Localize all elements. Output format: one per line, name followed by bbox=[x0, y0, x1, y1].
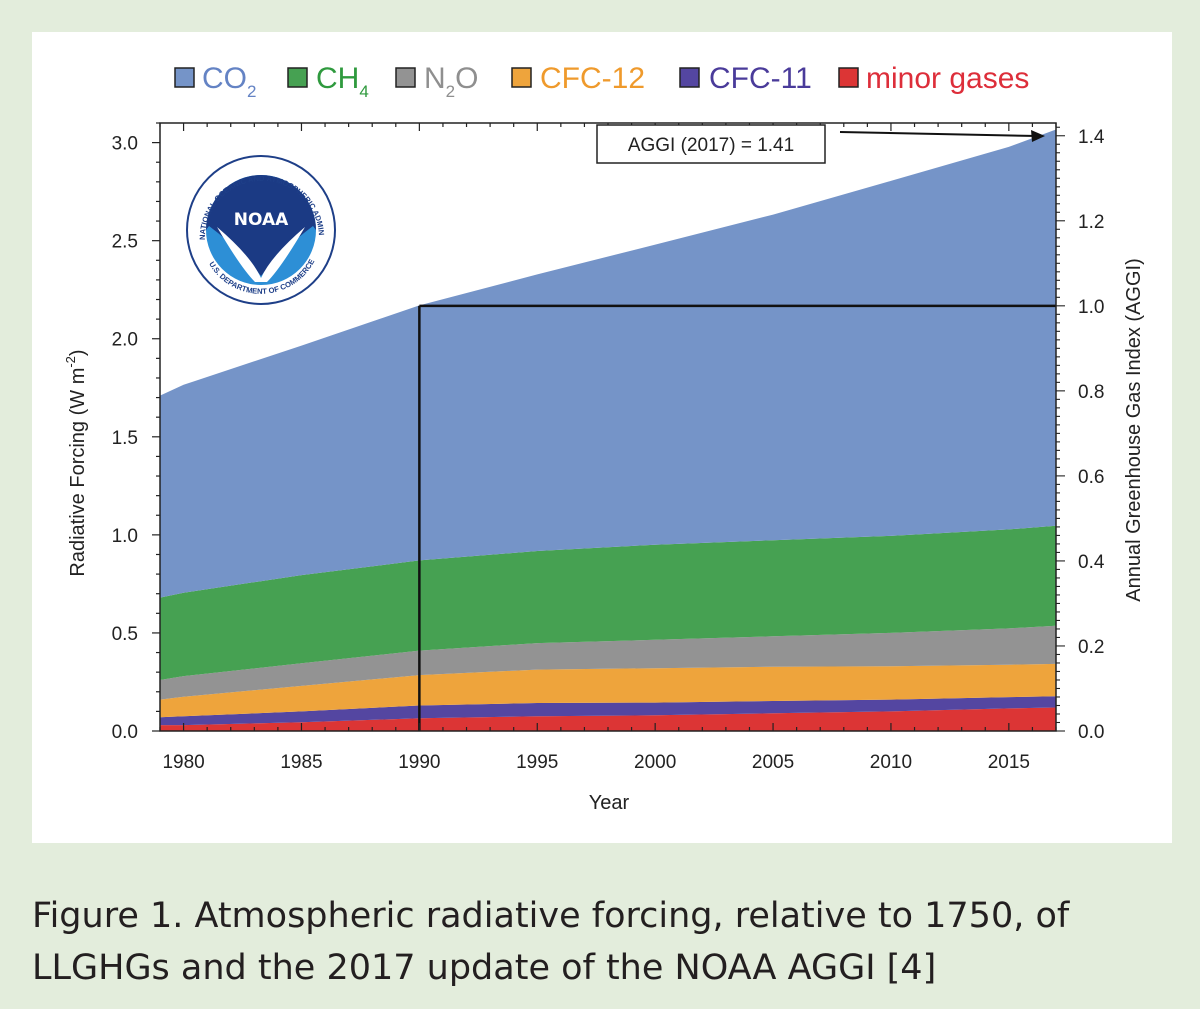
aggi-chart: 1980 1985 1990 1995 2000 2005 2010 2015 0.0 0.5 1.… bbox=[63, 62, 1145, 814]
y-tick-label: 2.5 bbox=[112, 232, 138, 253]
legend-label-n2o: N2O bbox=[424, 62, 478, 101]
aggi-annotation: AGGI (2017) = 1.41 bbox=[596, 124, 1045, 164]
legend-item-cfc12: CFC-12 bbox=[511, 62, 645, 95]
annotation-text: AGGI (2017) = 1.41 bbox=[628, 135, 794, 156]
logo-dark-top bbox=[206, 175, 316, 276]
legend-item-cfc11: CFC-11 bbox=[679, 62, 812, 95]
x-tick-label: 2015 bbox=[988, 752, 1030, 773]
legend-swatch-cfc11 bbox=[679, 67, 700, 88]
logo-noaa-text: NOAA bbox=[234, 210, 289, 230]
y2-tick-label: 0.2 bbox=[1078, 637, 1104, 658]
annotation-arrow-line bbox=[839, 131, 1038, 137]
legend-swatch-ch4 bbox=[287, 67, 308, 88]
x-tick-label: 1995 bbox=[516, 752, 558, 773]
annotation-box bbox=[596, 124, 826, 164]
legend-item-ch4: CH4 bbox=[287, 62, 369, 101]
legend-item-minor: minor gases bbox=[838, 62, 1029, 95]
y-tick-label: 0.0 bbox=[112, 722, 138, 743]
legend-item-co2: CO2 bbox=[174, 62, 256, 101]
axis-tick-labels: 1980 1985 1990 1995 2000 2005 2010 2015 0.0 0.5 1.… bbox=[112, 127, 1105, 773]
figure-panel: 1980 1985 1990 1995 2000 2005 2010 2015 0.0 0.5 1.… bbox=[32, 32, 1172, 843]
legend-label-n2o-tail: O bbox=[455, 62, 478, 95]
legend-item-n2o: N2O bbox=[395, 62, 478, 101]
aggi-1990-reference bbox=[418, 304, 1056, 731]
legend-label-cfc12: CFC-12 bbox=[540, 62, 645, 95]
caption-line-2: LLGHGs and the 2017 update of the NOAA A… bbox=[32, 948, 937, 988]
legend-label-ch4-sub: 4 bbox=[359, 82, 368, 101]
y-axis-label-exp: -2 bbox=[63, 356, 78, 368]
y-tick-label: 1.5 bbox=[112, 428, 138, 449]
annotation-arrow-head bbox=[1031, 130, 1045, 142]
y2-tick-label: 0.8 bbox=[1078, 382, 1104, 403]
x-tick-label: 2005 bbox=[752, 752, 794, 773]
y2-tick-label: 0.0 bbox=[1078, 722, 1104, 743]
figure-caption: Figure 1. Atmospheric radiative forcing,… bbox=[32, 890, 1182, 994]
area-cfc-12 bbox=[160, 663, 1056, 718]
x-tick-label: 1980 bbox=[162, 752, 204, 773]
area-n2o bbox=[160, 625, 1056, 700]
y2-tick-label: 0.6 bbox=[1078, 467, 1104, 488]
y2-tick-label: 1.0 bbox=[1078, 297, 1104, 318]
legend-label-co2-main: CO bbox=[202, 62, 247, 95]
x-axis-label: Year bbox=[589, 792, 630, 814]
area-minor bbox=[160, 707, 1056, 731]
legend-label-co2-sub: 2 bbox=[247, 82, 256, 101]
y-tick-label: 3.0 bbox=[112, 134, 138, 155]
area-cfc-11 bbox=[160, 696, 1056, 726]
area-co2 bbox=[160, 129, 1056, 598]
y-tick-label: 0.5 bbox=[112, 624, 138, 645]
axis-ticks bbox=[152, 122, 1065, 732]
legend-label-ch4-main: CH bbox=[316, 62, 359, 95]
legend-label-minor: minor gases bbox=[866, 62, 1029, 95]
legend-swatch-co2 bbox=[174, 67, 195, 88]
legend-label-n2o-sub: 2 bbox=[446, 82, 455, 101]
y2-tick-label: 1.2 bbox=[1078, 212, 1104, 233]
legend-swatch-cfc12 bbox=[511, 67, 532, 88]
x-tick-label: 2000 bbox=[634, 752, 676, 773]
caption-line-1: Figure 1. Atmospheric radiative forcing,… bbox=[32, 896, 1070, 936]
legend-label-n2o-main: N bbox=[424, 62, 446, 95]
legend-swatch-minor bbox=[838, 67, 859, 88]
x-tick-label: 2010 bbox=[870, 752, 912, 773]
seagull-icon bbox=[217, 227, 305, 282]
legend-label-co2: CO2 bbox=[202, 62, 256, 101]
x-tick-label: 1985 bbox=[280, 752, 322, 773]
y-tick-label: 2.0 bbox=[112, 330, 138, 351]
x-tick-label: 1990 bbox=[398, 752, 440, 773]
stacked-areas bbox=[160, 129, 1056, 731]
y2-tick-label: 1.4 bbox=[1078, 127, 1105, 148]
legend-label-ch4: CH4 bbox=[316, 62, 369, 101]
noaa-logo: NOAA NATIONAL OCEANIC AND ATMOSPHERIC AD… bbox=[186, 155, 336, 305]
y-axis-label-main: Radiative Forcing (W m bbox=[67, 368, 89, 577]
legend-swatch-n2o bbox=[395, 67, 416, 88]
area-ch4 bbox=[160, 525, 1056, 680]
legend: CO2 CH4 N2O CFC-12 CFC-11 minor gases bbox=[174, 62, 1029, 101]
y2-tick-label: 0.4 bbox=[1078, 552, 1105, 573]
y-axis-label: Radiative Forcing (W m-2) bbox=[63, 349, 89, 576]
y-axis-label-close: ) bbox=[67, 349, 89, 356]
legend-label-cfc11: CFC-11 bbox=[709, 62, 812, 95]
y-tick-label: 1.0 bbox=[112, 526, 138, 547]
y2-axis-label: Annual Greenhouse Gas Index (AGGI) bbox=[1123, 258, 1145, 602]
